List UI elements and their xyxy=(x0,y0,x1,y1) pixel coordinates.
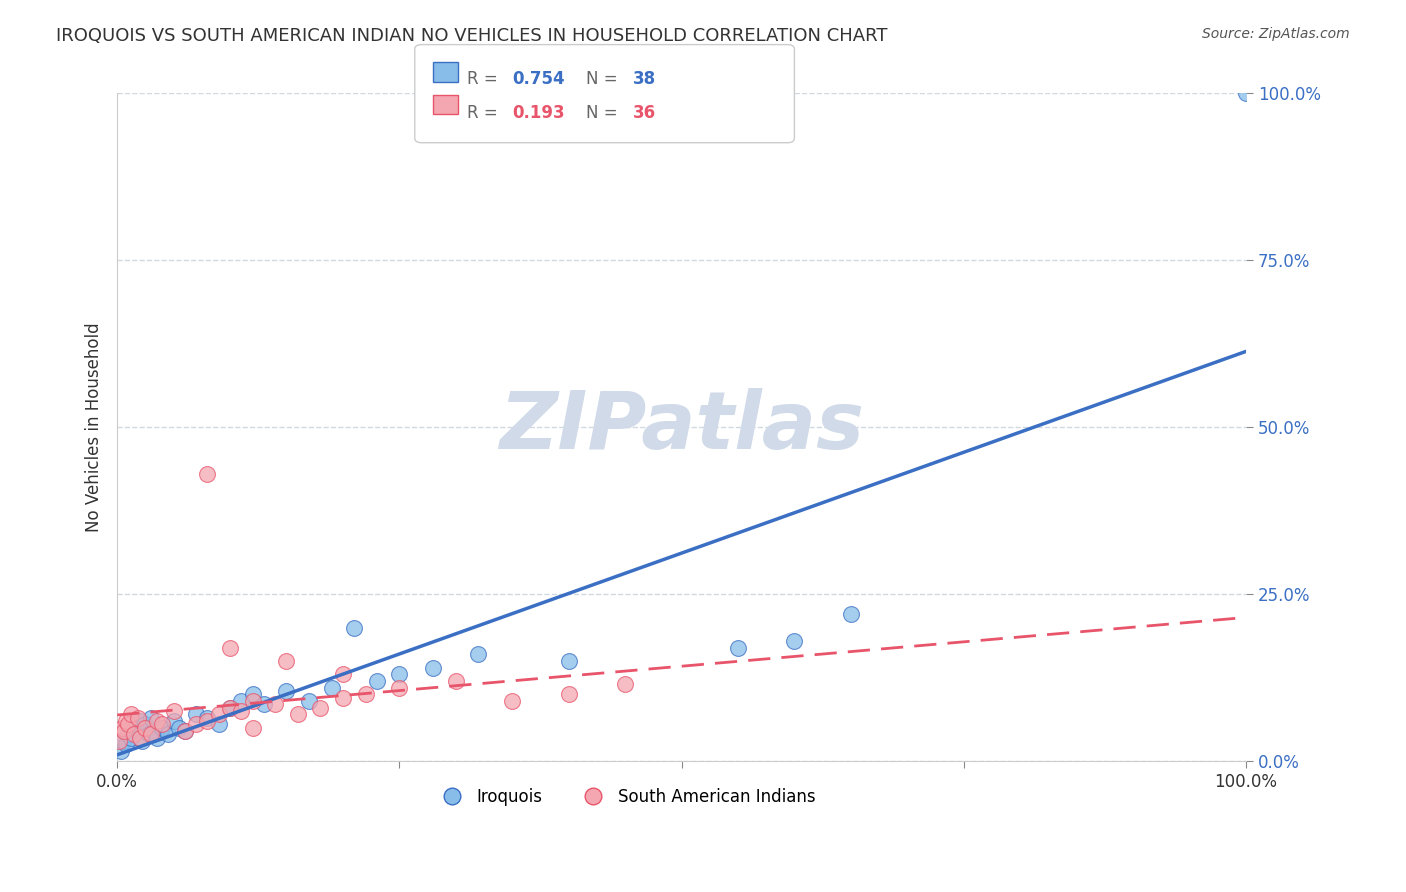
Text: IROQUOIS VS SOUTH AMERICAN INDIAN NO VEHICLES IN HOUSEHOLD CORRELATION CHART: IROQUOIS VS SOUTH AMERICAN INDIAN NO VEH… xyxy=(56,27,887,45)
Point xyxy=(197,714,219,728)
Point xyxy=(115,714,138,728)
Point xyxy=(131,734,153,748)
Text: R =: R = xyxy=(467,104,503,122)
Y-axis label: No Vehicles in Household: No Vehicles in Household xyxy=(86,322,103,532)
Point xyxy=(197,711,219,725)
Point xyxy=(242,687,264,701)
Point xyxy=(231,694,253,708)
Point xyxy=(156,727,179,741)
Point xyxy=(298,694,321,708)
Point xyxy=(332,690,354,705)
Point xyxy=(839,607,862,622)
Point xyxy=(614,677,637,691)
Text: 0.193: 0.193 xyxy=(512,104,564,122)
Point xyxy=(1234,87,1257,101)
Point xyxy=(242,694,264,708)
Point xyxy=(117,717,139,731)
Point xyxy=(117,727,139,741)
Text: 38: 38 xyxy=(633,70,655,88)
Point xyxy=(264,698,287,712)
Point xyxy=(219,700,242,714)
Point xyxy=(145,714,167,728)
Text: 0.754: 0.754 xyxy=(512,70,564,88)
Point xyxy=(467,647,489,661)
Point xyxy=(150,721,173,735)
Point xyxy=(208,707,231,722)
Point xyxy=(321,681,343,695)
Point xyxy=(366,673,388,688)
Point xyxy=(139,711,162,725)
Point xyxy=(174,724,197,739)
Point xyxy=(174,724,197,739)
Point xyxy=(134,721,156,735)
Legend: Iroquois, South American Indians: Iroquois, South American Indians xyxy=(429,781,823,813)
Point xyxy=(309,700,332,714)
Point xyxy=(115,738,138,752)
Point xyxy=(111,734,134,748)
Text: R =: R = xyxy=(467,70,503,88)
Point xyxy=(219,640,242,655)
Point xyxy=(139,727,162,741)
Point xyxy=(388,667,411,681)
Point xyxy=(186,707,208,722)
Point xyxy=(354,687,377,701)
Text: 36: 36 xyxy=(633,104,655,122)
Point xyxy=(501,694,523,708)
Point xyxy=(219,700,242,714)
Point xyxy=(127,724,149,739)
Point xyxy=(120,731,142,745)
Point xyxy=(134,717,156,731)
Point xyxy=(162,714,184,728)
Point xyxy=(208,717,231,731)
Point xyxy=(242,721,264,735)
Point xyxy=(422,660,444,674)
Point xyxy=(197,467,219,481)
Point xyxy=(276,654,298,668)
Point xyxy=(110,744,132,758)
Point xyxy=(783,633,806,648)
Point xyxy=(186,717,208,731)
Point xyxy=(727,640,749,655)
Text: Source: ZipAtlas.com: Source: ZipAtlas.com xyxy=(1202,27,1350,41)
Point xyxy=(253,698,276,712)
Point xyxy=(145,731,167,745)
Point xyxy=(231,704,253,718)
Point xyxy=(332,667,354,681)
Point xyxy=(276,684,298,698)
Point xyxy=(108,734,131,748)
Point xyxy=(343,621,366,635)
Point xyxy=(388,681,411,695)
Point xyxy=(287,707,309,722)
Point xyxy=(150,717,173,731)
Point xyxy=(128,714,150,728)
Point xyxy=(444,673,467,688)
Text: N =: N = xyxy=(586,70,623,88)
Point xyxy=(128,731,150,745)
Point xyxy=(111,721,134,735)
Point xyxy=(120,707,142,722)
Point xyxy=(557,654,579,668)
Point xyxy=(138,727,160,741)
Text: N =: N = xyxy=(586,104,623,122)
Point xyxy=(557,687,579,701)
Point xyxy=(112,724,135,739)
Point xyxy=(162,704,184,718)
Point xyxy=(122,721,145,735)
Point xyxy=(169,721,191,735)
Point xyxy=(127,711,149,725)
Text: ZIPatlas: ZIPatlas xyxy=(499,388,865,467)
Point xyxy=(122,727,145,741)
